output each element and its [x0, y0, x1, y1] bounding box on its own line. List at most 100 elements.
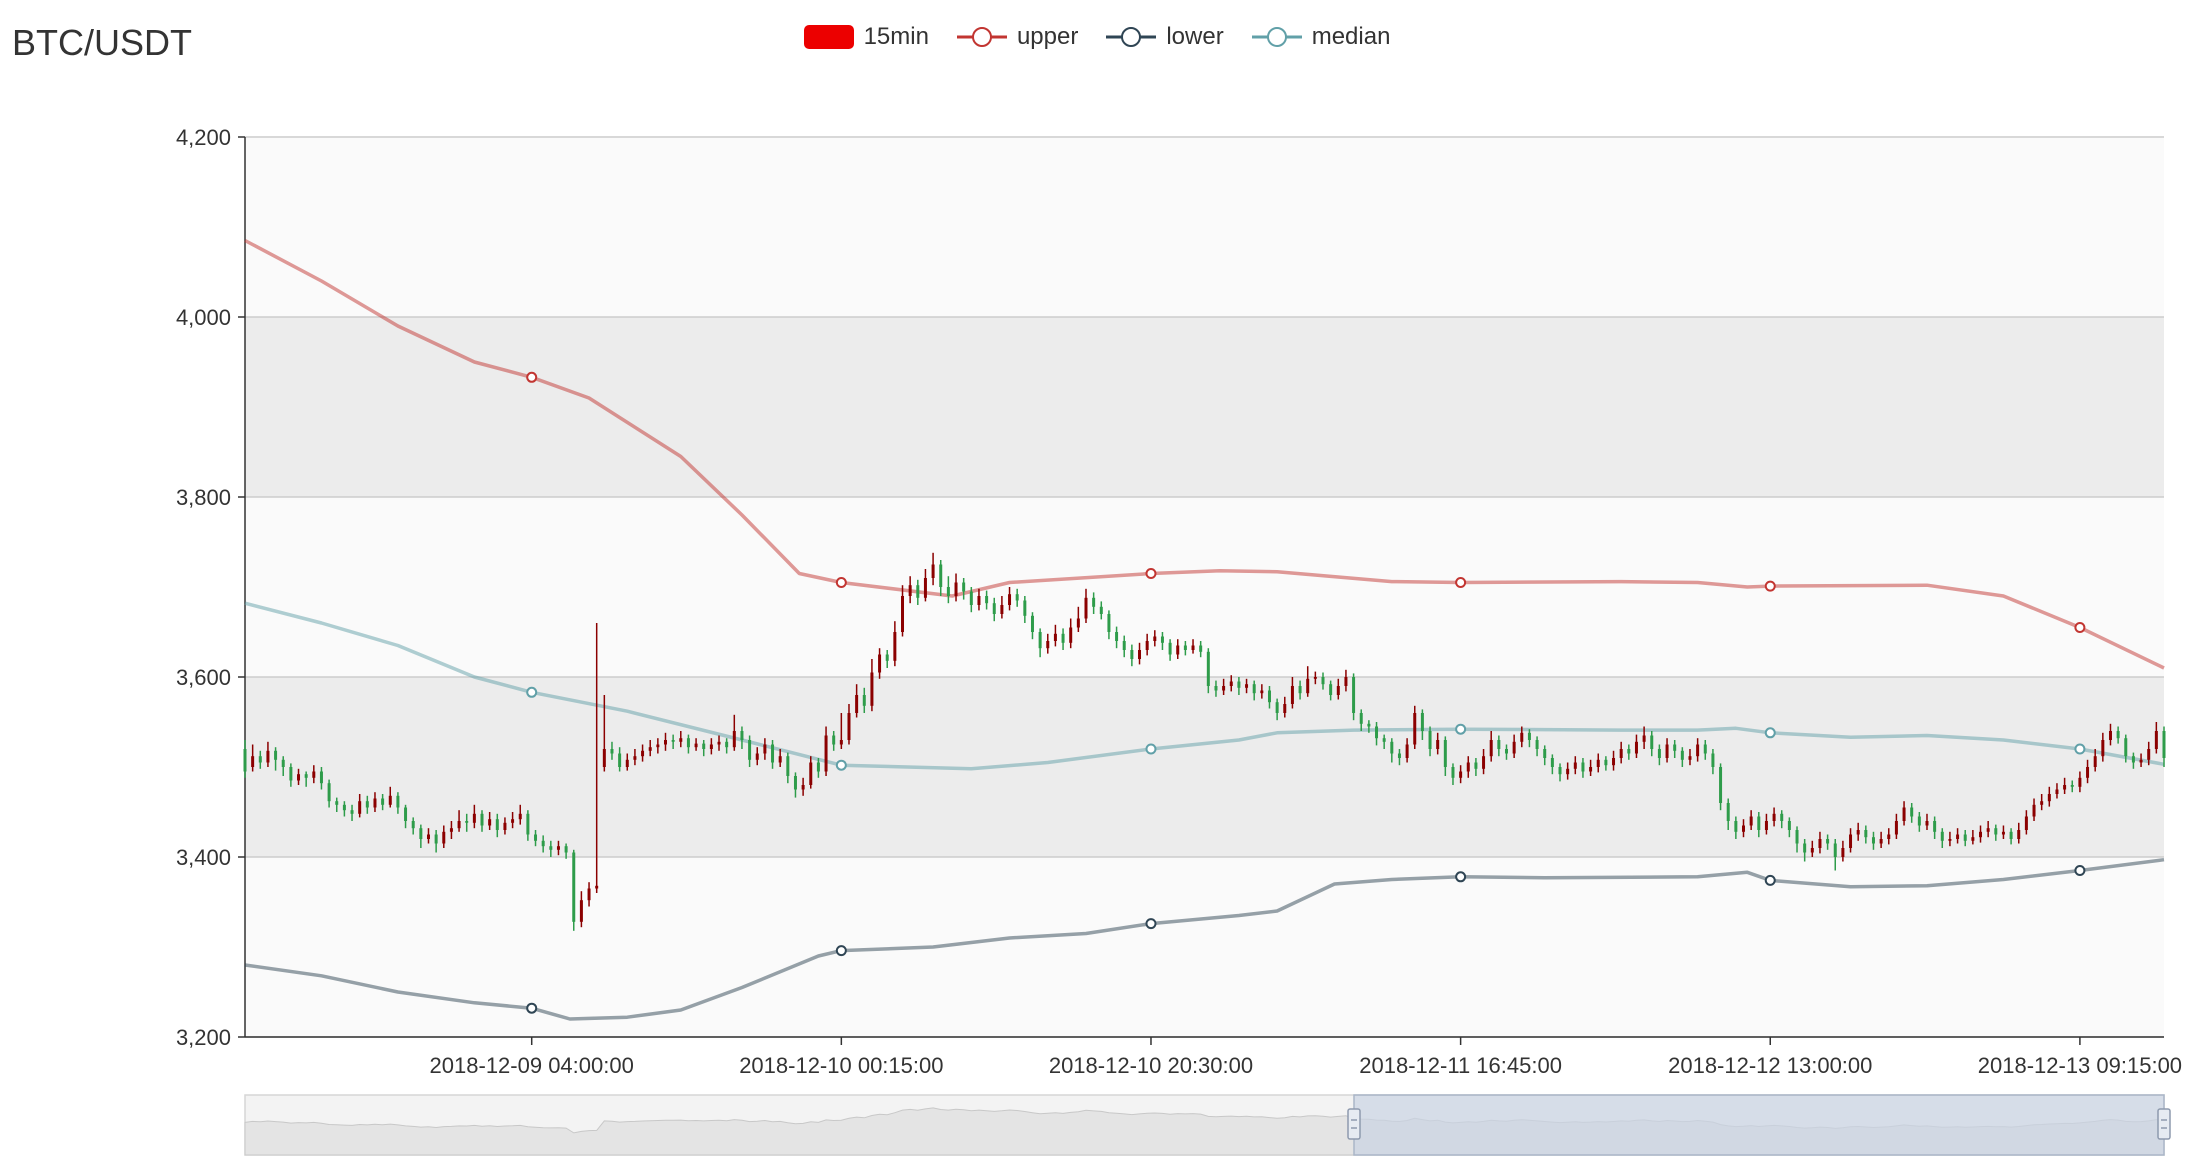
candle	[977, 588, 981, 611]
candle	[969, 587, 973, 613]
legend-line-icon	[1106, 26, 1157, 47]
candle-body	[908, 585, 912, 596]
candle	[1757, 812, 1761, 838]
candle-body	[1352, 677, 1356, 713]
candle-body	[1397, 753, 1401, 758]
candle-body	[1657, 749, 1661, 758]
candle-body	[1558, 767, 1562, 775]
zoom-selected-range	[1353, 1094, 2165, 1156]
candle-body	[610, 749, 614, 754]
candle	[2055, 783, 2059, 799]
median-point	[1764, 727, 1776, 739]
candle-body	[1963, 834, 1967, 841]
candle	[1497, 735, 1501, 757]
candle	[381, 794, 385, 811]
candle-body	[1634, 741, 1638, 754]
legend-item-lower[interactable]: lower	[1106, 23, 1224, 51]
candle	[1344, 669, 1348, 692]
candle-body	[534, 834, 538, 841]
candle-body	[656, 744, 660, 748]
zoom-handle-right[interactable]	[2157, 1108, 2171, 1140]
candle-body	[1772, 813, 1776, 821]
candle-body	[541, 840, 545, 847]
candle	[449, 821, 453, 839]
candle	[878, 648, 882, 679]
candle-body	[1810, 848, 1814, 853]
candle	[1252, 680, 1256, 701]
candle-body	[1160, 636, 1164, 643]
upper-point	[1764, 580, 1776, 592]
candle-body	[1619, 749, 1623, 758]
legend-item-upper[interactable]: upper	[956, 22, 1079, 51]
x-axis: 2018-12-09 04:00:00 2018-12-10 00:15:00 20…	[430, 1037, 2182, 1078]
candle	[243, 740, 247, 778]
candle-body	[1336, 686, 1340, 695]
candle	[1917, 812, 1921, 832]
candle	[1894, 813, 1898, 839]
candle-body	[1703, 744, 1707, 754]
candle-body	[1420, 713, 1424, 731]
candle-body	[954, 582, 958, 596]
candle	[1589, 759, 1593, 776]
candle	[709, 738, 713, 755]
candle	[1436, 732, 1440, 755]
lower-point	[1764, 874, 1776, 886]
candle	[1986, 821, 1990, 838]
candle	[1352, 673, 1356, 721]
x-tick-label: 2018-12-10 20:30:00	[1049, 1053, 1253, 1078]
candle-body	[1604, 759, 1608, 766]
zoom-handle-grip	[1347, 1108, 1361, 1140]
candle-body	[1680, 750, 1684, 760]
candle-body	[442, 831, 446, 844]
candle-body	[556, 846, 560, 850]
legend-label: upper	[1016, 22, 1079, 50]
candle	[602, 695, 606, 772]
candle	[1925, 813, 1929, 830]
candle	[503, 817, 507, 835]
candle-body	[365, 801, 369, 808]
candle-body	[449, 828, 453, 832]
candle-body	[778, 756, 782, 763]
candle	[472, 804, 476, 829]
zoom-handle-left[interactable]	[1347, 1108, 1361, 1140]
candle	[1069, 618, 1073, 649]
candle-body	[1183, 645, 1187, 650]
candle	[610, 741, 614, 760]
y-tick-label: 3,400	[176, 845, 231, 870]
candle-body	[411, 821, 415, 829]
candles	[243, 552, 2166, 931]
candle-body	[1673, 744, 1677, 751]
candle	[541, 835, 545, 853]
candle-body	[266, 750, 270, 763]
candle-body	[977, 596, 981, 605]
candle	[1910, 803, 1914, 823]
candle-body	[251, 756, 255, 767]
upper-point	[835, 577, 847, 588]
candle-body	[426, 834, 430, 839]
candle-body	[618, 753, 622, 767]
candle	[365, 795, 369, 814]
candle-body	[1428, 731, 1432, 749]
candle	[2024, 810, 2028, 835]
candle-body	[1971, 837, 1975, 841]
legend-item-median[interactable]: median	[1251, 23, 1390, 51]
lower-series	[244, 857, 2165, 1021]
candle	[388, 786, 392, 808]
candle	[1535, 736, 1539, 757]
candle-body	[1933, 821, 1937, 832]
candle	[1971, 830, 1975, 845]
candle	[1428, 726, 1432, 757]
candle-body	[1948, 839, 1952, 841]
candle-body	[373, 798, 377, 808]
candle-body	[2017, 830, 2021, 839]
candle-body	[1115, 632, 1119, 641]
median-point	[1145, 743, 1157, 755]
candle	[816, 758, 820, 778]
candle-body	[1925, 821, 1929, 826]
candle-body	[1841, 848, 1845, 857]
candle	[373, 792, 377, 812]
candle-body	[1742, 825, 1746, 832]
x-tick-label: 2018-12-11 16:45:00	[1359, 1053, 1562, 1078]
legend-item-15min[interactable]: 15min	[803, 23, 929, 51]
candle	[457, 810, 461, 832]
